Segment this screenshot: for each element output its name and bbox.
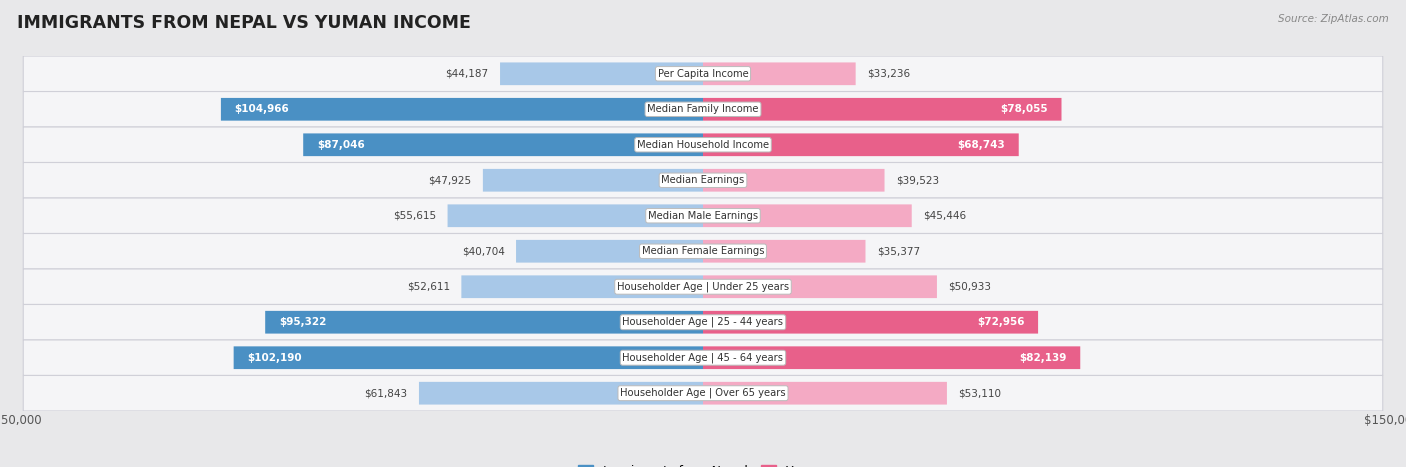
FancyBboxPatch shape	[703, 98, 1062, 120]
Text: $50,933: $50,933	[949, 282, 991, 292]
FancyBboxPatch shape	[24, 92, 1382, 127]
FancyBboxPatch shape	[266, 311, 703, 333]
FancyBboxPatch shape	[447, 205, 703, 227]
Text: $104,966: $104,966	[235, 104, 290, 114]
FancyBboxPatch shape	[461, 276, 703, 298]
FancyBboxPatch shape	[482, 169, 703, 191]
FancyBboxPatch shape	[516, 240, 703, 262]
Text: $87,046: $87,046	[316, 140, 364, 150]
FancyBboxPatch shape	[703, 63, 856, 85]
Text: $68,743: $68,743	[957, 140, 1005, 150]
Text: Source: ZipAtlas.com: Source: ZipAtlas.com	[1278, 14, 1389, 24]
Text: $102,190: $102,190	[247, 353, 302, 363]
Text: $39,523: $39,523	[896, 175, 939, 185]
Text: Householder Age | 45 - 64 years: Householder Age | 45 - 64 years	[623, 353, 783, 363]
FancyBboxPatch shape	[24, 375, 1382, 411]
Text: $95,322: $95,322	[278, 317, 326, 327]
Text: $40,704: $40,704	[461, 246, 505, 256]
Text: Median Family Income: Median Family Income	[647, 104, 759, 114]
FancyBboxPatch shape	[703, 382, 946, 404]
Text: Householder Age | Over 65 years: Householder Age | Over 65 years	[620, 388, 786, 398]
Text: Median Household Income: Median Household Income	[637, 140, 769, 150]
Text: $72,956: $72,956	[977, 317, 1025, 327]
FancyBboxPatch shape	[703, 347, 1080, 369]
Legend: Immigrants from Nepal, Yuman: Immigrants from Nepal, Yuman	[574, 460, 832, 467]
Text: $52,611: $52,611	[406, 282, 450, 292]
Text: $35,377: $35,377	[877, 246, 920, 256]
FancyBboxPatch shape	[703, 240, 866, 262]
FancyBboxPatch shape	[24, 234, 1382, 269]
FancyBboxPatch shape	[24, 127, 1382, 163]
FancyBboxPatch shape	[24, 56, 1382, 92]
Text: $47,925: $47,925	[429, 175, 471, 185]
FancyBboxPatch shape	[24, 340, 1382, 375]
Text: $33,236: $33,236	[868, 69, 910, 79]
FancyBboxPatch shape	[233, 347, 703, 369]
Text: $61,843: $61,843	[364, 388, 408, 398]
Text: Householder Age | 25 - 44 years: Householder Age | 25 - 44 years	[623, 317, 783, 327]
Text: $82,139: $82,139	[1019, 353, 1067, 363]
Text: Median Earnings: Median Earnings	[661, 175, 745, 185]
Text: Median Female Earnings: Median Female Earnings	[641, 246, 765, 256]
FancyBboxPatch shape	[703, 134, 1019, 156]
FancyBboxPatch shape	[419, 382, 703, 404]
FancyBboxPatch shape	[501, 63, 703, 85]
FancyBboxPatch shape	[304, 134, 703, 156]
FancyBboxPatch shape	[24, 304, 1382, 340]
FancyBboxPatch shape	[703, 205, 911, 227]
FancyBboxPatch shape	[703, 169, 884, 191]
Text: IMMIGRANTS FROM NEPAL VS YUMAN INCOME: IMMIGRANTS FROM NEPAL VS YUMAN INCOME	[17, 14, 471, 32]
Text: $55,615: $55,615	[392, 211, 436, 221]
Text: $78,055: $78,055	[1000, 104, 1047, 114]
Text: Median Male Earnings: Median Male Earnings	[648, 211, 758, 221]
Text: $45,446: $45,446	[924, 211, 966, 221]
FancyBboxPatch shape	[24, 198, 1382, 234]
Text: Per Capita Income: Per Capita Income	[658, 69, 748, 79]
FancyBboxPatch shape	[24, 269, 1382, 304]
Text: Householder Age | Under 25 years: Householder Age | Under 25 years	[617, 282, 789, 292]
FancyBboxPatch shape	[703, 311, 1038, 333]
FancyBboxPatch shape	[703, 276, 936, 298]
Text: $44,187: $44,187	[446, 69, 488, 79]
Text: $53,110: $53,110	[959, 388, 1001, 398]
FancyBboxPatch shape	[24, 163, 1382, 198]
FancyBboxPatch shape	[221, 98, 703, 120]
